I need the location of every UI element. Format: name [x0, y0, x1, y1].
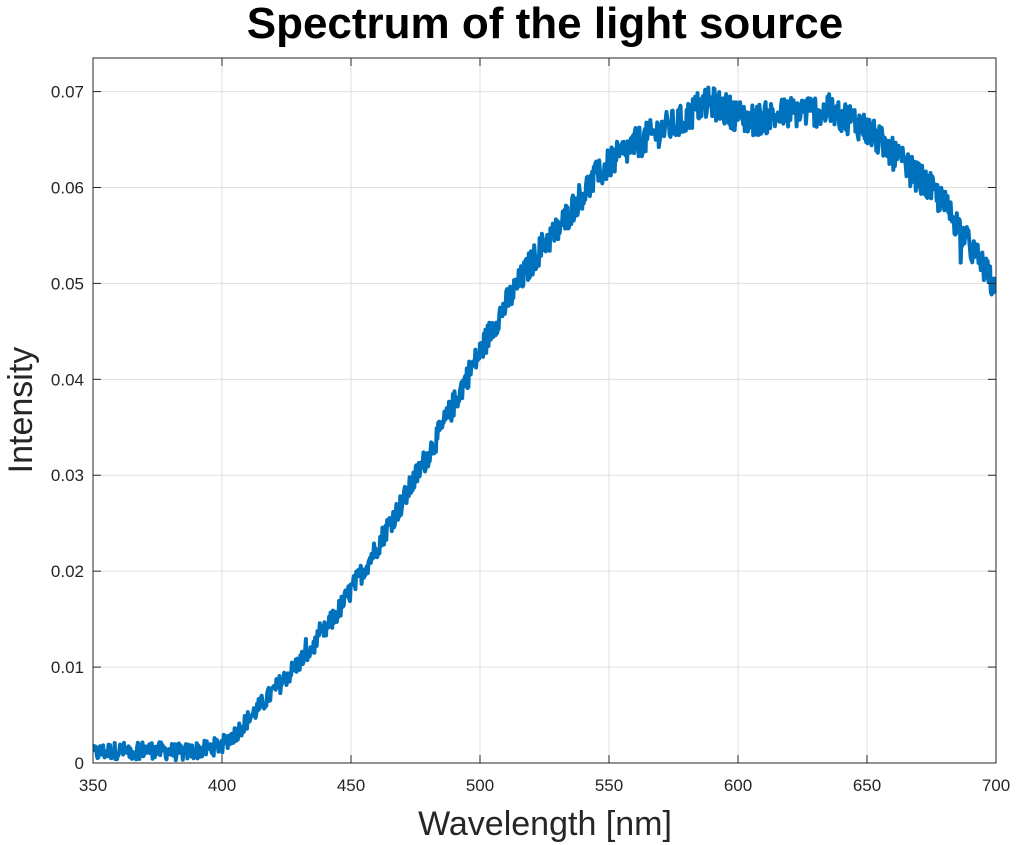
- x-tick-label: 600: [724, 776, 752, 795]
- x-axis-label: Wavelength [nm]: [418, 805, 672, 843]
- y-tick-label: 0.01: [51, 658, 84, 677]
- x-tick-label: 650: [853, 776, 881, 795]
- y-tick-label: 0.02: [51, 562, 84, 581]
- axis-ticks: [92, 58, 997, 764]
- y-tick-label: 0.04: [51, 370, 84, 389]
- y-tick-label: 0.07: [51, 83, 84, 102]
- series-line: [93, 85, 996, 763]
- x-tick-label: 700: [982, 776, 1010, 795]
- y-tick-label: 0.05: [51, 274, 84, 293]
- x-tick-label: 550: [595, 776, 623, 795]
- x-tick-label: 500: [466, 776, 494, 795]
- plot-frame: [92, 57, 997, 764]
- grid-lines: [92, 58, 997, 764]
- y-tick-label: 0.03: [51, 466, 84, 485]
- x-tick-label: 450: [337, 776, 365, 795]
- chart-title: Spectrum of the light source: [247, 0, 844, 48]
- y-tick-labels: 0 0.01 0.02 0.03 0.04 0.05 0.06 0.07: [51, 83, 84, 773]
- data-series: [93, 85, 996, 763]
- y-axis-label: Intensity: [2, 347, 40, 474]
- x-tick-label: 400: [208, 776, 236, 795]
- y-tick-label: 0: [75, 754, 84, 773]
- x-tick-label: 350: [79, 776, 107, 795]
- y-tick-label: 0.06: [51, 178, 84, 197]
- x-tick-labels: 350 400 450 500 550 600 650 700: [79, 776, 1010, 795]
